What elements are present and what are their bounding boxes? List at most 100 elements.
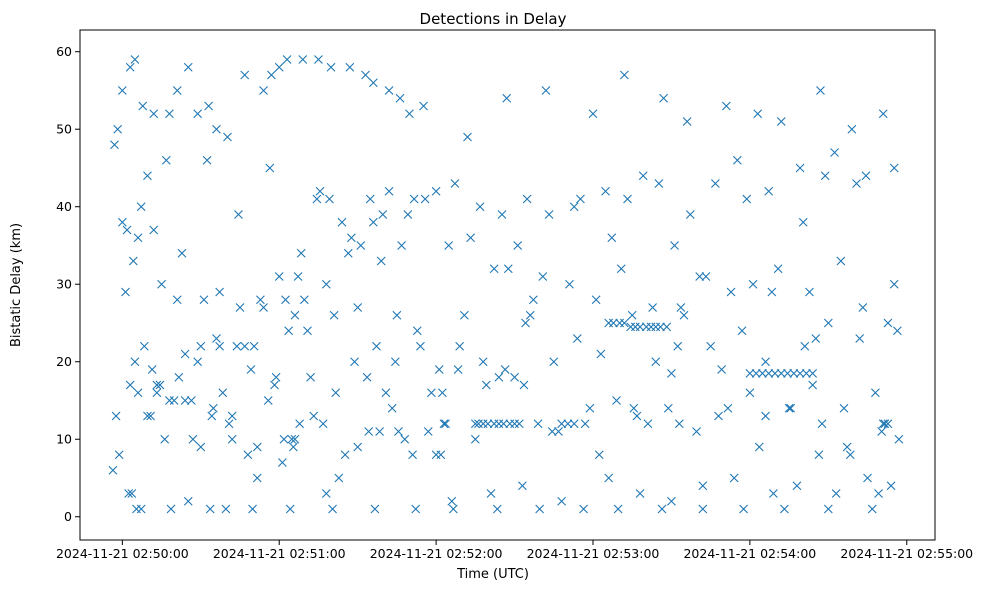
data-point [808, 380, 818, 390]
data-point [737, 326, 747, 336]
data-point [287, 434, 297, 444]
data-point [282, 55, 292, 64]
data-point [177, 248, 187, 258]
data-point [764, 186, 774, 196]
data-point [381, 388, 391, 398]
data-point [616, 264, 626, 274]
data-point [761, 411, 770, 421]
data-point [858, 303, 868, 312]
data-point [128, 256, 138, 266]
data-point [318, 419, 328, 429]
data-point [453, 365, 463, 374]
data-point [378, 210, 388, 219]
data-point [601, 186, 610, 196]
data-point [448, 504, 458, 514]
data-point [557, 419, 567, 429]
data-point [146, 411, 155, 421]
data-point [387, 403, 397, 413]
y-tick-label: 60 [56, 44, 72, 59]
data-point [240, 70, 250, 80]
data-point [133, 388, 143, 398]
data-point [784, 403, 794, 413]
data-point [892, 326, 902, 336]
data-point [521, 318, 530, 328]
data-point [350, 357, 359, 367]
data-point [347, 233, 356, 243]
data-point [169, 396, 179, 405]
data-point [764, 368, 774, 378]
data-point [321, 489, 331, 498]
data-point [133, 233, 143, 243]
data-point [281, 295, 290, 305]
data-point [883, 318, 893, 328]
data-point [544, 210, 554, 219]
data-point [434, 365, 444, 374]
data-point [370, 504, 380, 514]
data-point [541, 86, 551, 95]
data-point [591, 295, 601, 305]
data-point [842, 442, 852, 452]
data-point [368, 217, 378, 227]
data-point [436, 450, 446, 460]
data-point [274, 272, 284, 281]
data-point [204, 101, 214, 111]
data-point [312, 194, 322, 204]
data-point [698, 481, 708, 491]
data-point [353, 442, 363, 452]
data-point [753, 109, 763, 119]
data-point [183, 62, 193, 72]
data-point [463, 132, 472, 142]
data-point [481, 380, 491, 390]
data-point [503, 264, 513, 274]
data-point [721, 101, 731, 111]
data-point [863, 473, 872, 483]
data-point [783, 368, 792, 378]
data-point [390, 357, 400, 367]
data-point [113, 124, 123, 134]
data-point [447, 496, 457, 506]
data-point [114, 450, 124, 460]
data-point [751, 368, 761, 378]
data-point [554, 427, 563, 436]
data-point [877, 427, 887, 436]
data-point [277, 458, 287, 467]
data-point [293, 272, 303, 281]
data-point [193, 357, 203, 367]
data-point [492, 504, 502, 514]
data-point [845, 450, 855, 460]
data-point [805, 287, 814, 297]
data-point [685, 210, 695, 219]
data-point [695, 272, 705, 281]
data-point [325, 194, 334, 204]
data-point [193, 109, 203, 119]
data-point [221, 504, 231, 514]
data-point [186, 396, 196, 405]
data-point [667, 496, 676, 506]
data-point [585, 403, 595, 413]
data-point [405, 109, 414, 119]
data-point [651, 357, 661, 367]
data-point [423, 427, 433, 436]
data-point [673, 341, 683, 351]
x-tick-label: 2024-11-21 02:51:00 [213, 546, 346, 561]
data-point [368, 78, 378, 88]
data-point [623, 194, 632, 204]
data-point [243, 450, 253, 460]
data-point [499, 419, 508, 429]
data-point [682, 117, 692, 126]
data-point [811, 334, 821, 343]
data-point [698, 504, 708, 514]
data-point [361, 70, 370, 80]
data-point [839, 403, 849, 413]
data-point [667, 368, 676, 378]
data-point [285, 504, 295, 514]
data-point [234, 210, 243, 219]
data-point [125, 380, 135, 390]
data-point [375, 427, 385, 436]
data-point [800, 341, 810, 351]
data-point [607, 233, 617, 243]
data-point [259, 303, 268, 312]
data-point [817, 419, 827, 429]
data-point [613, 504, 623, 514]
x-tick-label: 2024-11-21 02:54:00 [683, 546, 816, 561]
